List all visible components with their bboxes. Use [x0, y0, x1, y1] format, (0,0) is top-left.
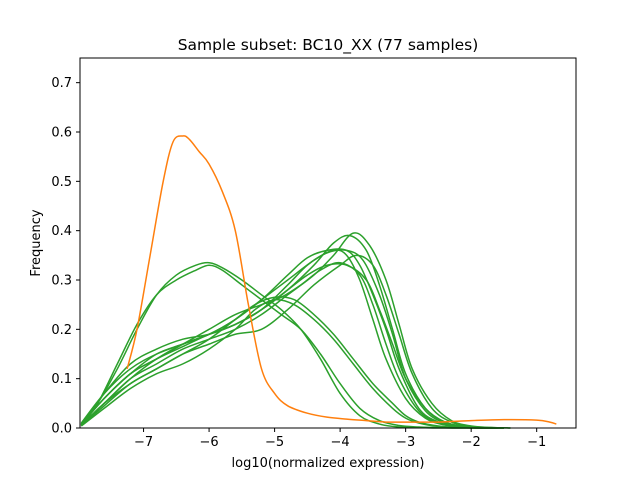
- x-tick-label: −5: [265, 435, 284, 450]
- series-line-6: [80, 262, 504, 429]
- x-tick-label: −2: [462, 435, 481, 450]
- y-tick-label: 0.1: [51, 372, 72, 387]
- y-axis: 0.0 0.1 0.2 0.3 0.4 0.5 0.6 0.7: [51, 76, 80, 437]
- y-tick-label: 0.5: [51, 175, 72, 190]
- series-line-11: [80, 296, 498, 429]
- y-axis-label: Frequency: [29, 209, 44, 276]
- x-axis: −7 −6 −5 −4 −3 −2 −1: [134, 428, 546, 450]
- series-line-9: [80, 249, 504, 429]
- series-line-5: [80, 232, 511, 429]
- series-layer: [80, 135, 557, 429]
- x-tick-label: −3: [396, 435, 415, 450]
- x-tick-label: −6: [199, 435, 218, 450]
- y-tick-label: 0.7: [51, 76, 72, 91]
- x-tick-label: −4: [331, 435, 350, 450]
- x-axis-label: log10(normalized expression): [232, 456, 425, 471]
- x-tick-label: −1: [527, 435, 546, 450]
- y-tick-label: 0.0: [51, 422, 72, 437]
- y-tick-label: 0.2: [51, 323, 72, 338]
- plot-frame: [79, 57, 577, 429]
- series-line-12: [80, 248, 498, 429]
- series-line-0: [126, 135, 557, 425]
- chart-title: Sample subset: BC10_XX (77 samples): [178, 36, 479, 55]
- y-tick-label: 0.4: [51, 224, 72, 239]
- y-tick-label: 0.3: [51, 274, 72, 289]
- x-tick-label: −7: [134, 435, 153, 450]
- y-tick-label: 0.6: [51, 126, 72, 141]
